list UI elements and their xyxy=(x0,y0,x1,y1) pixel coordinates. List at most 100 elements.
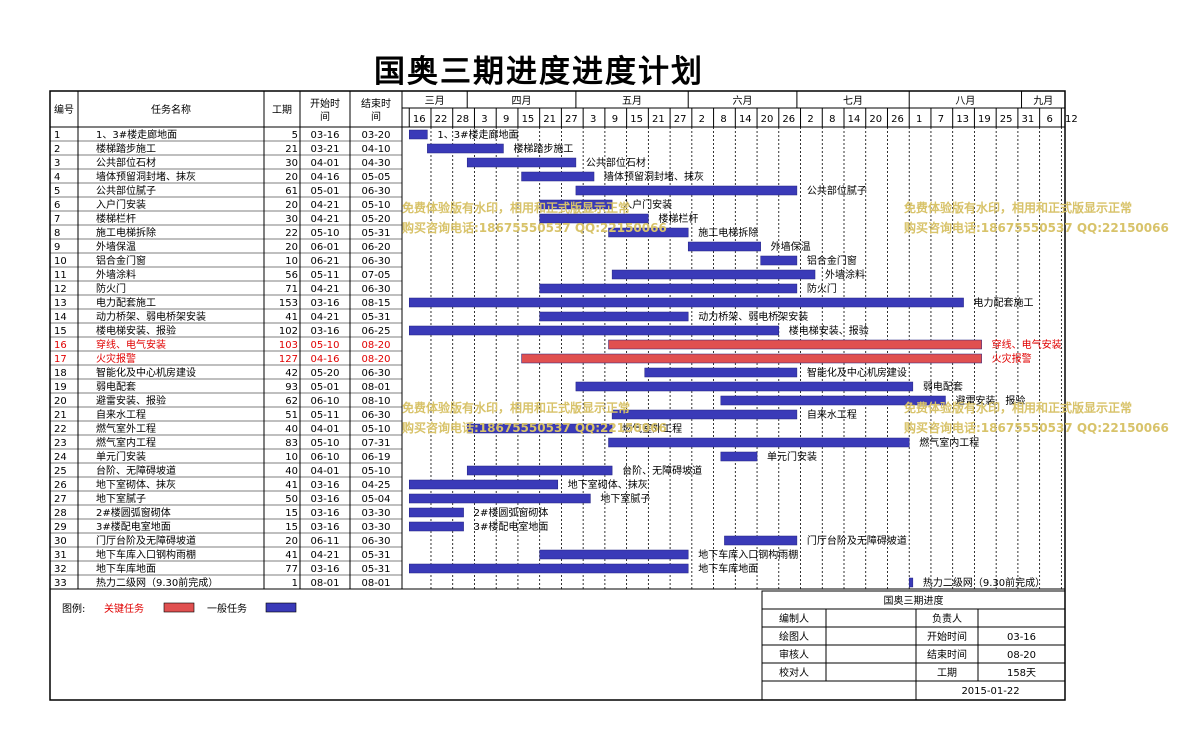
month-label: 九月 xyxy=(1033,95,1053,107)
row-duration: 93 xyxy=(285,382,298,393)
row-task-name: 智能化及中心机房建设 xyxy=(96,366,196,379)
row-number: 16 xyxy=(54,340,67,351)
bar-label: 墙体预留洞封堵、抹灰 xyxy=(604,170,704,183)
row-duration: 5 xyxy=(292,130,298,141)
row-start: 03-16 xyxy=(310,508,339,519)
tick-label: 14 xyxy=(739,114,752,125)
info-label: 编制人 xyxy=(779,612,809,625)
row-end: 06-25 xyxy=(361,326,390,337)
row-start: 05-10 xyxy=(310,438,339,449)
tick-label: 20 xyxy=(869,114,882,125)
tick-label: 12 xyxy=(1065,114,1078,125)
row-end: 06-19 xyxy=(361,452,390,463)
tick-label: 15 xyxy=(522,114,535,125)
watermark-line: 购买咨询电话:18675550537 QQ:22150066 xyxy=(904,421,1169,435)
row-end: 04-30 xyxy=(361,158,390,169)
month-label: 六月 xyxy=(733,95,753,107)
bar-label: 门厅台阶及无障碍坡道 xyxy=(807,534,907,547)
tick-label: 2 xyxy=(699,114,705,125)
row-number: 20 xyxy=(54,396,67,407)
tick-label: 28 xyxy=(456,114,469,125)
row-task-name: 地下车库地面 xyxy=(96,562,156,575)
row-start: 05-01 xyxy=(310,186,339,197)
tick-label: 26 xyxy=(891,114,904,125)
gantt-bar xyxy=(521,353,982,364)
row-start: 04-21 xyxy=(310,284,339,295)
row-task-name: 楼电梯安装、报验 xyxy=(96,324,176,337)
row-start: 04-16 xyxy=(310,354,339,365)
row-task-name: 地下室砌体、抹灰 xyxy=(96,478,176,491)
gantt-bar xyxy=(908,577,914,588)
bar-label: 燃气室外工程 xyxy=(622,422,682,435)
gantt-bar xyxy=(408,479,559,490)
bar-label: 地下室砌体、抹灰 xyxy=(568,478,648,491)
watermark-line: 购买咨询电话:18675550537 QQ:22150066 xyxy=(402,221,667,235)
row-start: 05-01 xyxy=(310,382,339,393)
bar-label: 自来水工程 xyxy=(807,408,857,421)
row-number: 31 xyxy=(54,550,67,561)
row-start: 03-16 xyxy=(310,298,339,309)
gantt-bar xyxy=(539,283,798,294)
gantt-bar xyxy=(408,325,780,336)
row-number: 17 xyxy=(54,354,67,365)
info-title: 国奥三期进度 xyxy=(884,594,944,607)
month-label: 七月 xyxy=(843,95,863,107)
bar-label: 施工电梯拆除 xyxy=(698,226,758,239)
row-duration: 20 xyxy=(285,200,298,211)
bar-label: 铝合金门窗 xyxy=(807,254,857,267)
row-start: 05-10 xyxy=(310,228,339,239)
gantt-bar xyxy=(608,339,982,350)
legend-critical-swatch xyxy=(163,602,195,613)
row-duration: 10 xyxy=(285,256,298,267)
row-number: 19 xyxy=(54,382,67,393)
info-label: 绘图人 xyxy=(779,630,809,643)
row-duration: 40 xyxy=(285,424,298,435)
bar-label: 弱电配套 xyxy=(923,380,963,393)
row-task-name: 地下室腻子 xyxy=(96,492,146,505)
gantt-bar xyxy=(644,367,798,378)
row-end: 05-31 xyxy=(361,550,390,561)
row-end: 07-31 xyxy=(361,438,390,449)
info-label: 工期 xyxy=(937,667,957,679)
row-end: 08-20 xyxy=(361,340,390,351)
row-end: 05-31 xyxy=(361,312,390,323)
row-duration: 103 xyxy=(279,340,298,351)
row-start: 06-01 xyxy=(310,242,339,253)
row-number: 4 xyxy=(54,172,60,183)
tick-label: 25 xyxy=(1000,114,1013,125)
row-end: 06-30 xyxy=(361,368,390,379)
row-task-name: 墙体预留洞封堵、抹灰 xyxy=(96,170,196,183)
row-end: 04-10 xyxy=(361,144,390,155)
row-duration: 41 xyxy=(285,312,298,323)
info-value: 158天 xyxy=(1007,668,1036,679)
bar-label: 公共部位石材 xyxy=(586,156,646,169)
bar-label: 热力二级网（9.30前完成） xyxy=(923,576,1045,589)
legend-critical-label: 关键任务 xyxy=(104,602,144,615)
watermark-2: 免费体验版有水印，相用和正式版显示正常 购买咨询电话:18675550537 Q… xyxy=(904,198,1169,238)
header-no: 编号 xyxy=(54,103,74,116)
row-task-name: 动力桥架、弱电桥架安装 xyxy=(96,310,206,323)
row-number: 10 xyxy=(54,256,67,267)
row-duration: 153 xyxy=(279,298,298,309)
tick-label: 21 xyxy=(652,114,665,125)
row-number: 7 xyxy=(54,214,60,225)
row-end: 06-30 xyxy=(361,410,390,421)
row-start: 04-16 xyxy=(310,172,339,183)
row-number: 24 xyxy=(54,452,67,463)
bar-label: 1、3#楼走廊地面 xyxy=(437,128,518,141)
row-start: 05-20 xyxy=(310,368,339,379)
bar-label: 楼梯栏杆 xyxy=(658,212,698,225)
tick-label: 27 xyxy=(674,114,687,125)
gantt-bar xyxy=(720,395,946,406)
tick-label: 6 xyxy=(1046,114,1052,125)
row-duration: 51 xyxy=(285,410,298,421)
gantt-bar xyxy=(408,297,964,308)
row-start: 05-10 xyxy=(310,340,339,351)
row-start: 04-01 xyxy=(310,158,339,169)
row-number: 22 xyxy=(54,424,67,435)
row-number: 14 xyxy=(54,312,67,323)
watermark-1: 免费体验版有水印，相用和正式版显示正常 购买咨询电话:18675550537 Q… xyxy=(402,198,667,238)
bar-label: 穿线、电气安装 xyxy=(992,338,1062,351)
info-label: 结束时间 xyxy=(927,648,967,661)
bars-layer xyxy=(408,129,982,588)
